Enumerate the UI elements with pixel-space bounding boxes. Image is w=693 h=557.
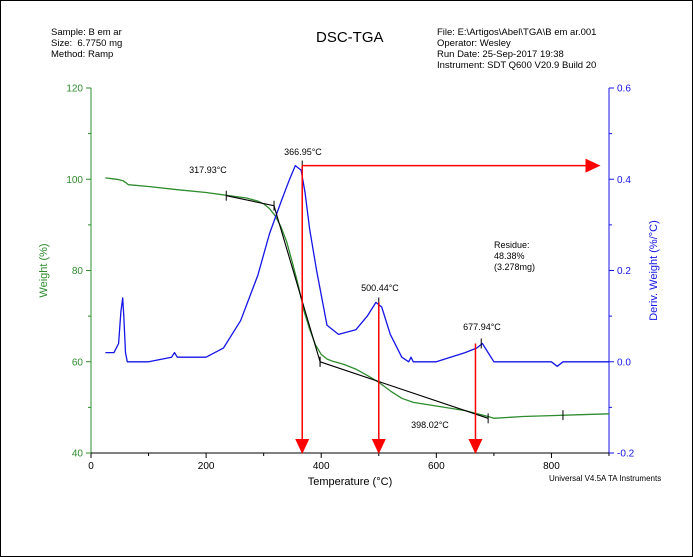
annotation-label: 398.02°C [411, 420, 449, 430]
vertical-arrow-head [468, 439, 483, 454]
annotation-label: 366.95°C [284, 147, 322, 157]
y-right-tick-label: -0.2 [617, 449, 635, 460]
tangent-line [226, 195, 321, 362]
axes-group: 0 200 400 600 800 40 60 80 100 120 -0.2 0.0 0.2 0.4 0.… [38, 84, 660, 489]
y-right-tick-label: 0.0 [617, 357, 631, 368]
x-tick-label: 400 [313, 461, 330, 472]
y-left-tick-label: 100 [66, 175, 83, 186]
annotation-label: 677.94°C [463, 322, 501, 332]
y-right-tick-label: 0.2 [617, 266, 631, 277]
y-right-tick-label: 0.6 [617, 84, 631, 95]
tangent-line [319, 361, 489, 419]
curves-group [105, 164, 610, 419]
instrument-label: Instrument: SDT Q600 V20.9 Build 20 [437, 60, 597, 71]
overlay-group: 317.93°C 366.95°C 500.44°C 677.94°C 398.02°C… [189, 147, 601, 454]
y-left-tick-label: 80 [72, 266, 84, 277]
annotation-label: 500.44°C [361, 283, 399, 293]
residue-title: Residue: [494, 240, 530, 250]
horizontal-arrow-head [585, 158, 601, 173]
x-tick-label: 0 [88, 461, 94, 472]
x-axis-label: Temperature (°C) [308, 476, 392, 488]
y-left-tick-label: 120 [66, 84, 83, 95]
x-tick-label: 600 [428, 461, 445, 472]
y-left-tick-label: 40 [72, 449, 84, 460]
y-left-tick-label: 60 [72, 357, 84, 368]
residue-percent: 48.38% [494, 251, 525, 261]
vertical-arrow-head [295, 439, 310, 454]
deriv-weight-curve [105, 164, 609, 367]
chart-title: DSC-TGA [316, 29, 384, 46]
x-tick-label: 200 [198, 461, 215, 472]
residue-mass: (3.278mg) [494, 262, 535, 272]
software-label: Universal V4.5A TA Instruments [549, 474, 662, 483]
run-date-label: Run Date: 25-Sep-2017 19:38 [437, 49, 564, 60]
x-tick-label: 800 [543, 461, 560, 472]
vertical-arrow-head [371, 439, 386, 454]
sample-label: Sample: B em ar [51, 27, 122, 38]
size-label: Size: 6.7750 mg [51, 38, 123, 49]
y-right-axis-label: Deriv. Weight (%/°C) [648, 220, 660, 321]
y-left-axis-label: Weight (%) [38, 243, 50, 297]
y-right-tick-label: 0.4 [617, 175, 631, 186]
file-label: File: E:\Artigos\Abel\TGA\B em ar.001 [437, 27, 597, 38]
annotation-label: 317.93°C [189, 165, 227, 175]
weight-curve [105, 177, 610, 419]
method-label: Method: Ramp [51, 49, 114, 60]
operator-label: Operator: Wesley [437, 38, 511, 49]
